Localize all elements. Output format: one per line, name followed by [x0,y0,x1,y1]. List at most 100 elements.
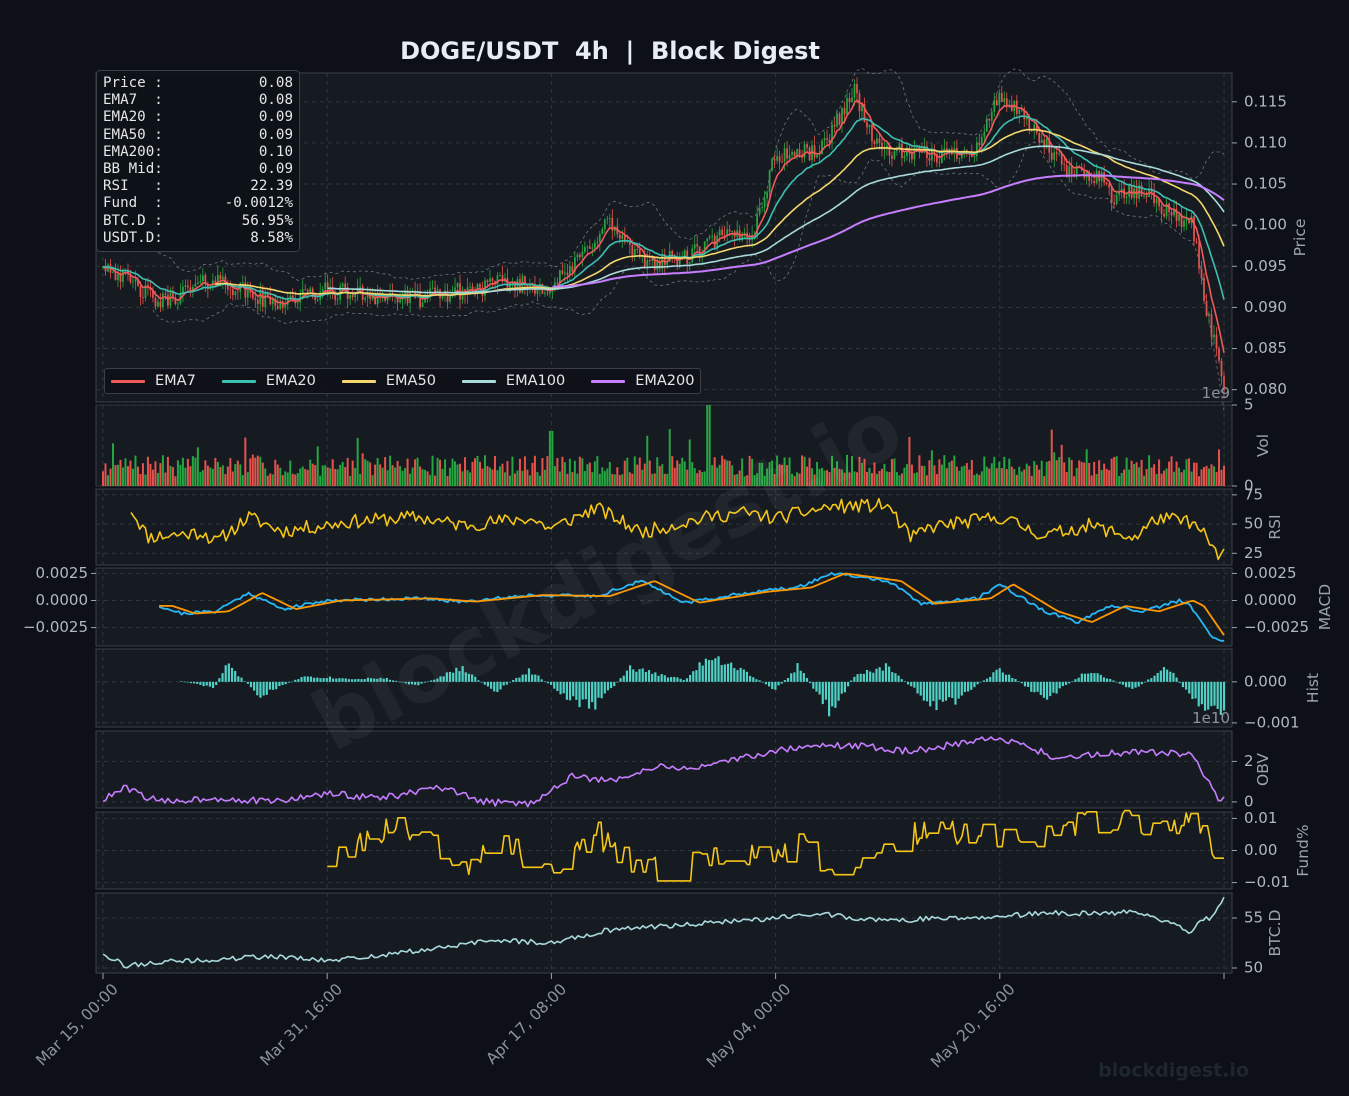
hist-bar [410,681,414,685]
candle-body [768,170,771,193]
candle-body [866,121,868,128]
candle-body [693,244,696,249]
info-row: RSI : 22.39 [103,178,293,195]
volume-bar [593,461,596,486]
candle-body [833,124,836,127]
volume-bar [598,473,601,486]
hist-bar [948,681,951,698]
candle-body [1185,218,1188,221]
volume-bar [773,473,776,486]
volume-bar [1215,471,1218,486]
hist-bar [1162,667,1166,682]
volume-bar [359,473,362,486]
hist-bar [1216,681,1219,709]
candle-body [324,282,327,290]
volume-bar [286,472,289,486]
volume-bar [513,473,516,486]
volume-bar [631,473,634,486]
volume-bar [466,470,469,486]
hist-bar [812,681,815,689]
hist-bar [714,658,717,682]
candle-body [556,282,559,284]
hist-bar [666,677,670,682]
candle-body [279,301,282,309]
volume-bar [576,473,579,486]
candle-body [1048,138,1051,153]
volume-bar [324,465,327,486]
volume-bar [841,469,844,486]
volume-bar [1043,476,1046,486]
volume-bar [498,466,501,486]
volume-bar [838,468,841,486]
hist-bar [271,681,275,690]
volume-bar [389,455,392,486]
candle-body [336,299,339,301]
candle-body [636,249,639,250]
candle-body [683,250,686,258]
funding-line [327,809,1224,882]
volume-bar [1125,457,1128,486]
candle-body [816,154,818,158]
funding-y-tick-label: 0.00 [1244,841,1277,859]
hist-bar [300,677,303,682]
volume-bar [816,462,819,486]
volume-bar [136,466,139,486]
hist-bar [862,673,865,682]
candle-body [311,288,314,296]
volume-bar [1193,462,1196,486]
hist-bar [445,672,448,682]
candle-body [122,270,124,282]
legend-swatch [591,379,626,383]
hist-bar [508,681,512,683]
candle-body [204,275,207,284]
volume-bar [636,464,639,486]
volume-bar [548,430,551,486]
volume-bar [266,475,269,486]
candle-body [856,84,858,94]
volume-bar [356,437,359,486]
volume-bar [1088,462,1091,486]
hist-bar [1008,674,1011,682]
candle-body [254,298,257,300]
candle-body [1145,195,1148,198]
volume-bar [566,473,569,486]
volume-bar [319,475,322,486]
hist-bar [553,681,556,689]
macd-y-axis-label: MACD [1316,584,1334,631]
volume-y-axis-label: Vol [1254,434,1272,457]
volume-bar [751,458,754,486]
candle-body [194,283,197,287]
legend-label: EMA7 [155,373,196,389]
candle-body [786,148,788,159]
candle-body [446,290,449,302]
volume-bar [893,458,896,486]
volume-bar [1185,459,1188,486]
candle-body [142,297,144,298]
volume-bar [1020,471,1023,486]
hist-bar [436,678,439,682]
candle-body [643,255,646,268]
candle-body [598,234,601,242]
volume-bar [406,458,409,486]
volume-bar [244,437,247,486]
candle-body [975,142,978,157]
hist-bar [1077,677,1080,682]
hist-bar [281,681,284,685]
volume-bar [890,458,893,486]
volume-bar [396,460,399,486]
series-layer [102,67,1226,969]
candle-body [226,285,229,290]
volume-bar [551,430,554,486]
hist-bar [224,665,227,682]
hist-bar [610,681,613,689]
candle-body [197,282,199,284]
candle-body [269,296,272,305]
volume-bar [1218,449,1221,486]
volume-bar [299,468,302,486]
volume-bar [903,467,906,486]
candle-body [491,278,494,282]
volume-bar [1050,429,1053,486]
candle-body [234,291,237,296]
info-label: BTC.D : [103,212,163,229]
